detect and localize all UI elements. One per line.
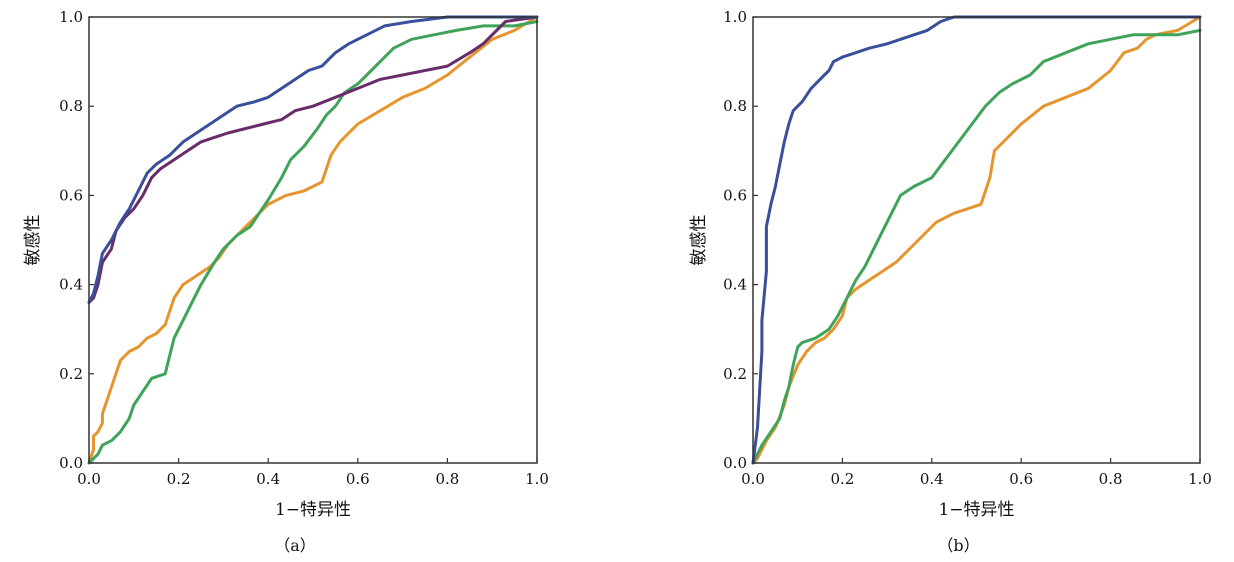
x-tick-label: 0.6 [1009, 470, 1033, 488]
y-tick-label: 0.2 [59, 365, 83, 383]
series-line-3 [751, 15, 1202, 465]
x-tick-label: 1.0 [525, 470, 549, 488]
y-tick-label: 0.4 [59, 276, 83, 294]
x-tick-label: 0.0 [77, 470, 101, 488]
y-tick-label: 0.8 [59, 97, 83, 115]
y-tick-label: 0.2 [723, 365, 747, 383]
y-tick-label: 0.0 [59, 454, 83, 472]
panel-caption: （b） [937, 536, 979, 555]
chart-panel-b: 0.0 0.2 0.4 0.6 0.8 1.0 0.0 0.2 0.4 0.6 0.8 1.0 1−特异… [689, 8, 1212, 555]
x-tick-label: 0.8 [435, 470, 459, 488]
y-tick-label: 0.0 [723, 454, 747, 472]
y-axis-label: 敏感性 [23, 215, 43, 266]
x-tick-label: 0.2 [167, 470, 191, 488]
series-line-2 [87, 20, 539, 465]
y-tick-label: 0.4 [723, 276, 747, 294]
x-tick-label: 0.4 [920, 470, 944, 488]
y-tick-label: 0.6 [723, 186, 747, 204]
series-line-3 [87, 15, 539, 304]
series-line-1 [751, 15, 1202, 465]
series-line-4 [87, 15, 539, 304]
y-tick-label: 0.8 [723, 97, 747, 115]
chart-panel-a: 0.0 0.2 0.4 0.6 0.8 1.0 0.0 0.2 0.4 0.6 0.8 1.0 1−特异… [23, 8, 549, 555]
x-tick-label: 0.8 [1099, 470, 1123, 488]
y-tick-label: 0.6 [59, 186, 83, 204]
x-tick-label: 0.6 [346, 470, 370, 488]
x-axis-label: 1−特异性 [275, 500, 351, 520]
panel-caption: （a） [274, 536, 316, 555]
x-tick-label: 0.4 [256, 470, 280, 488]
y-tick-label: 1.0 [723, 8, 747, 26]
y-tick-label: 1.0 [59, 8, 83, 26]
plot-frame [752, 16, 1201, 464]
x-tick-label: 0.0 [741, 470, 765, 488]
series-line-2 [751, 28, 1202, 465]
x-tick-label: 1.0 [1188, 470, 1212, 488]
series-line-1 [87, 15, 539, 465]
plot-frame [88, 16, 538, 464]
x-tick-label: 0.2 [830, 470, 854, 488]
y-axis-label: 敏感性 [689, 215, 709, 266]
x-axis-label: 1−特异性 [938, 500, 1014, 520]
